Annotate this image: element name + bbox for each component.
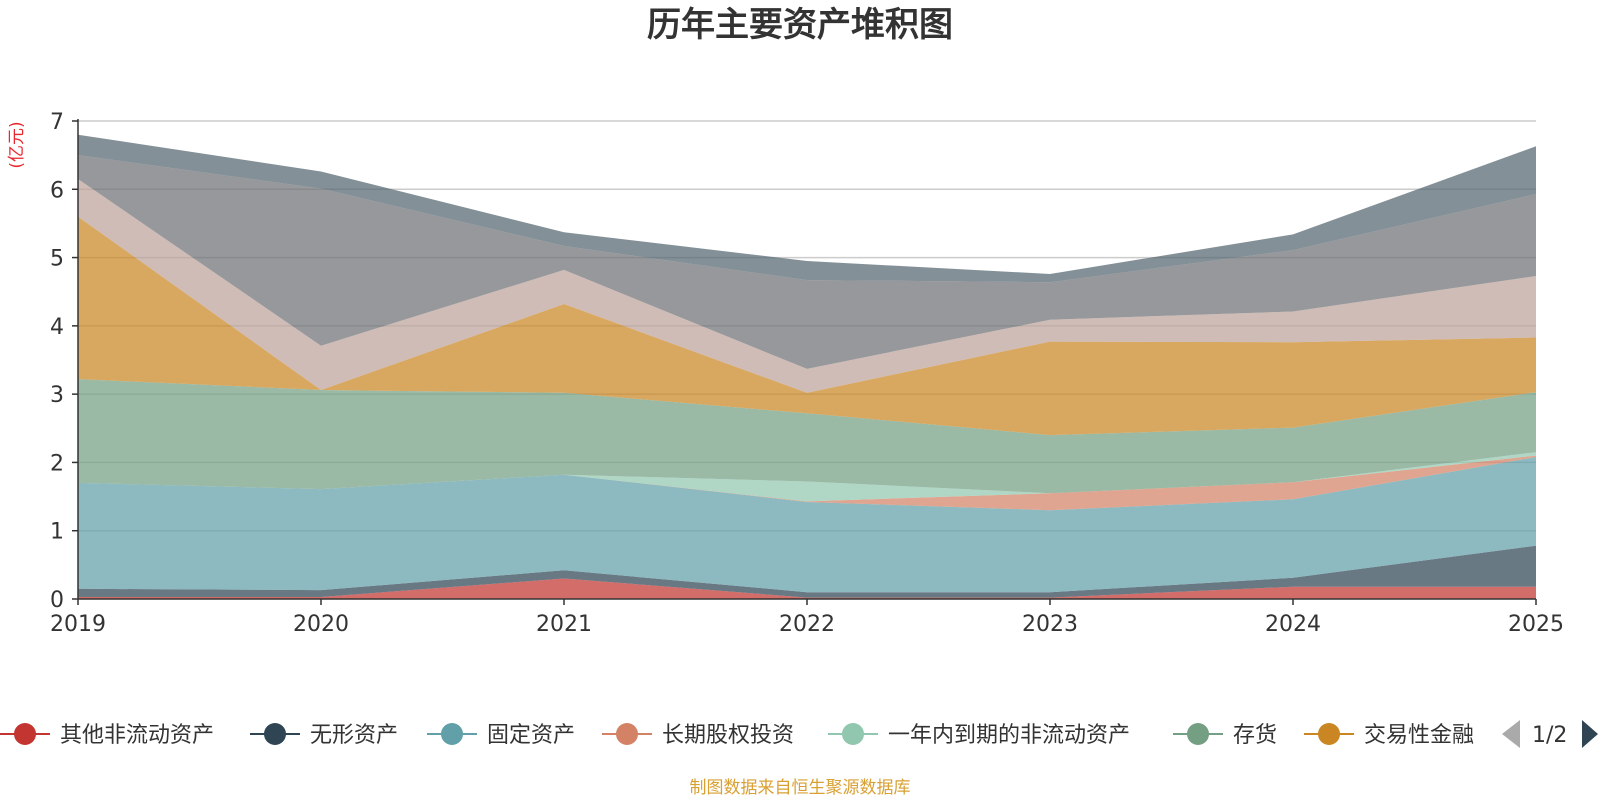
legend-label: 一年内到期的非流动资产 <box>888 723 1130 748</box>
y-tick-label: 6 <box>50 178 64 203</box>
legend-circle-marker <box>842 723 864 745</box>
y-tick-label: 5 <box>50 247 64 272</box>
y-tick-label: 7 <box>50 110 64 135</box>
y-axis-unit-label: (亿元) <box>7 121 27 168</box>
x-tick-label: 2023 <box>1022 612 1078 637</box>
legend-circle-marker <box>264 723 286 745</box>
legend-item[interactable]: 其他非流动资产 <box>0 723 214 748</box>
area-series-4 <box>78 452 1536 502</box>
legend-item[interactable]: 存货 <box>1173 723 1277 748</box>
x-tick-label: 2024 <box>1265 612 1321 637</box>
legend-item[interactable]: 长期股权投资 <box>602 723 794 748</box>
legend-item[interactable]: 交易性金融 <box>1304 723 1474 748</box>
legend-circle-marker <box>441 723 463 745</box>
area-series-6 <box>78 216 1536 436</box>
x-tick-label: 2025 <box>1508 612 1564 637</box>
y-tick-label: 4 <box>50 315 64 340</box>
legend-circle-marker <box>616 723 638 745</box>
legend-page-indicator: 1/2 <box>1532 723 1567 748</box>
area-series-3 <box>78 455 1536 511</box>
area-series-1 <box>78 545 1536 598</box>
y-tick-label: 1 <box>50 520 64 545</box>
legend-item[interactable]: 固定资产 <box>427 723 575 748</box>
x-tick-label: 2019 <box>50 612 106 637</box>
area-series-8 <box>78 155 1536 369</box>
legend-item[interactable]: 无形资产 <box>250 723 398 748</box>
legend-circle-marker <box>1187 723 1209 745</box>
area-series-5 <box>78 379 1536 494</box>
x-tick-label: 2021 <box>536 612 592 637</box>
area-series-2 <box>78 457 1536 593</box>
chart-title: 历年主要资产堆积图 <box>647 5 953 45</box>
area-series-group <box>78 134 1536 599</box>
legend-item[interactable]: 一年内到期的非流动资产 <box>828 723 1130 748</box>
data-source-note: 制图数据来自恒生聚源数据库 <box>690 778 911 798</box>
legend-label: 其他非流动资产 <box>60 723 214 748</box>
legend: 其他非流动资产 无形资产 固定资产 长期股权投资 一年内到期的非流动资产 存货 交易性金融 1… <box>0 720 1598 748</box>
legend-circle-marker <box>14 723 36 745</box>
x-tick-label: 2022 <box>779 612 835 637</box>
legend-label: 存货 <box>1233 723 1277 748</box>
legend-prev-page-icon[interactable] <box>1502 720 1520 748</box>
y-tick-label: 2 <box>50 451 64 476</box>
axes: 0 1 2 3 4 5 6 7 2019 2020 2021 2022 2023 2024 2025 <box>50 110 1564 637</box>
legend-next-page-icon[interactable] <box>1582 720 1598 748</box>
legend-circle-marker <box>1318 723 1340 745</box>
y-tick-label: 0 <box>50 588 64 613</box>
x-tick-label: 2020 <box>293 612 349 637</box>
legend-label: 固定资产 <box>487 723 575 748</box>
area-series-7 <box>78 179 1536 393</box>
area-series-0 <box>78 578 1536 599</box>
legend-label: 长期股权投资 <box>662 723 794 748</box>
y-tick-label: 3 <box>50 383 64 408</box>
legend-label: 无形资产 <box>310 723 398 748</box>
legend-label: 交易性金融 <box>1364 723 1474 748</box>
